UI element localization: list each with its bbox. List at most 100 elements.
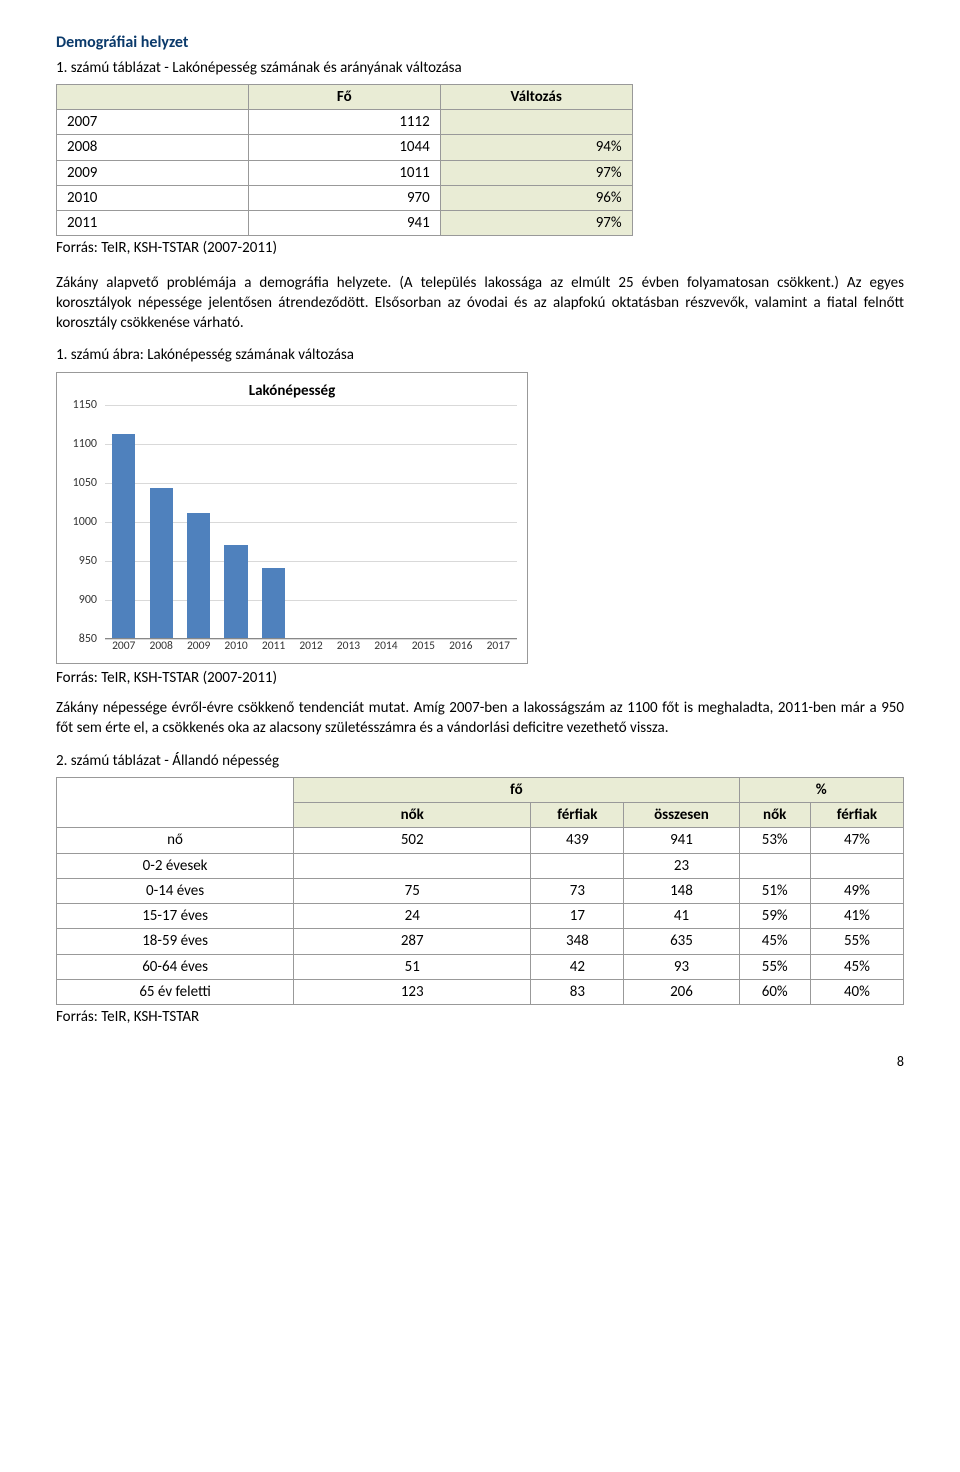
t2-cell: 73 (531, 878, 624, 903)
t2-cell: 51% (739, 878, 810, 903)
x-tick-label: 2012 (292, 639, 329, 657)
t1-value: 1044 (248, 135, 440, 160)
x-tick-label: 2007 (105, 639, 142, 657)
t1-head-valt: Változás (440, 84, 632, 109)
t2-cell (739, 853, 810, 878)
t2-cell: 17 (531, 904, 624, 929)
table1-caption: 1. számú táblázat - Lakónépesség számána… (56, 58, 904, 78)
chart-bar (150, 488, 173, 639)
t2-cell: 45% (739, 929, 810, 954)
t2-sub-4: férfiak (810, 803, 903, 828)
population-chart: Lakónépesség 850 900 950 1000 1050 1100 1150 2… (56, 372, 528, 664)
t2-cell: 348 (531, 929, 624, 954)
t2-cell (294, 853, 531, 878)
chart-title: Lakónépesség (67, 381, 517, 401)
t2-sub-0: nők (294, 803, 531, 828)
x-tick-label: 2010 (217, 639, 254, 657)
t2-label: 0-14 éves (57, 878, 294, 903)
chart-bar (262, 568, 285, 639)
t1-year: 2011 (57, 211, 249, 236)
t1-value: 1112 (248, 110, 440, 135)
t2-sub-2: összesen (624, 803, 739, 828)
t2-cell: 23 (624, 853, 739, 878)
t1-value: 970 (248, 185, 440, 210)
t2-cell: 287 (294, 929, 531, 954)
t1-year: 2009 (57, 160, 249, 185)
chart-bar (187, 513, 210, 639)
t2-cell: 24 (294, 904, 531, 929)
page-number: 8 (56, 1053, 904, 1072)
t2-cell: 59% (739, 904, 810, 929)
y-tick-label: 850 (79, 631, 97, 647)
chart-caption: 1. számú ábra: Lakónépesség számának vál… (56, 345, 904, 365)
table2: fő % nők férfiak összesen nők férfiak nő… (56, 777, 904, 1005)
t1-pct: 94% (440, 135, 632, 160)
y-tick-label: 1100 (73, 436, 97, 452)
t1-pct: 97% (440, 211, 632, 236)
x-tick-label: 2016 (442, 639, 479, 657)
t2-label: 18-59 éves (57, 929, 294, 954)
t1-pct: 96% (440, 185, 632, 210)
t2-label: 60-64 éves (57, 954, 294, 979)
y-tick-label: 1150 (73, 397, 97, 413)
y-tick-label: 900 (79, 592, 97, 608)
x-tick-label: 2013 (330, 639, 367, 657)
t1-head-fo: Fő (248, 84, 440, 109)
section-title: Demográfiai helyzet (56, 32, 904, 54)
t2-cell: 53% (739, 828, 810, 853)
x-tick-label: 2014 (367, 639, 404, 657)
x-tick-label: 2011 (255, 639, 292, 657)
y-tick-label: 1000 (73, 514, 97, 530)
t2-cell: 41 (624, 904, 739, 929)
t2-cell: 49% (810, 878, 903, 903)
t1-value: 941 (248, 211, 440, 236)
table2-caption: 2. számú táblázat - Állandó népesség (56, 751, 904, 771)
t2-cell: 47% (810, 828, 903, 853)
t2-cell: 206 (624, 979, 739, 1004)
t1-pct: 97% (440, 160, 632, 185)
x-tick-label: 2015 (405, 639, 442, 657)
t2-cell: 93 (624, 954, 739, 979)
y-tick-label: 1050 (73, 475, 97, 491)
t2-cell: 40% (810, 979, 903, 1004)
t2-cell: 55% (739, 954, 810, 979)
t2-cell: 51 (294, 954, 531, 979)
t2-cell: 123 (294, 979, 531, 1004)
t2-cell (810, 853, 903, 878)
t1-year: 2010 (57, 185, 249, 210)
paragraph-1: Zákány alapvető problémája a demográfia … (56, 273, 904, 334)
t2-cell (531, 853, 624, 878)
y-tick-label: 950 (79, 553, 97, 569)
t2-label: 0-2 évesek (57, 853, 294, 878)
t1-value: 1011 (248, 160, 440, 185)
t2-cell: 42 (531, 954, 624, 979)
t1-year: 2007 (57, 110, 249, 135)
t2-sub-1: férfiak (531, 803, 624, 828)
t2-cell: 60% (739, 979, 810, 1004)
t2-label: 15-17 éves (57, 904, 294, 929)
x-tick-label: 2009 (180, 639, 217, 657)
t2-cell: 55% (810, 929, 903, 954)
t2-source: Forrás: TeIR, KSH-TSTAR (56, 1007, 904, 1027)
t2-cell: 45% (810, 954, 903, 979)
t2-cell: 941 (624, 828, 739, 853)
chart-bar (112, 434, 135, 638)
t2-label: nő (57, 828, 294, 853)
chart-bar (224, 545, 247, 639)
t1-pct (440, 110, 632, 135)
t2-cell: 83 (531, 979, 624, 1004)
table1: Fő Változás 200711122008104494%200910119… (56, 84, 633, 237)
t2-cell: 75 (294, 878, 531, 903)
t2-head-pct: % (739, 777, 903, 802)
x-tick-label: 2017 (480, 639, 517, 657)
t2-cell: 439 (531, 828, 624, 853)
t2-cell: 148 (624, 878, 739, 903)
t1-year: 2008 (57, 135, 249, 160)
x-tick-label: 2008 (142, 639, 179, 657)
t2-cell: 502 (294, 828, 531, 853)
t2-cell: 41% (810, 904, 903, 929)
t2-label: 65 év feletti (57, 979, 294, 1004)
chart-source: Forrás: TeIR, KSH-TSTAR (2007-2011) (56, 668, 904, 688)
paragraph-2: Zákány népessége évről-évre csökkenő ten… (56, 698, 904, 739)
t2-sub-3: nők (739, 803, 810, 828)
